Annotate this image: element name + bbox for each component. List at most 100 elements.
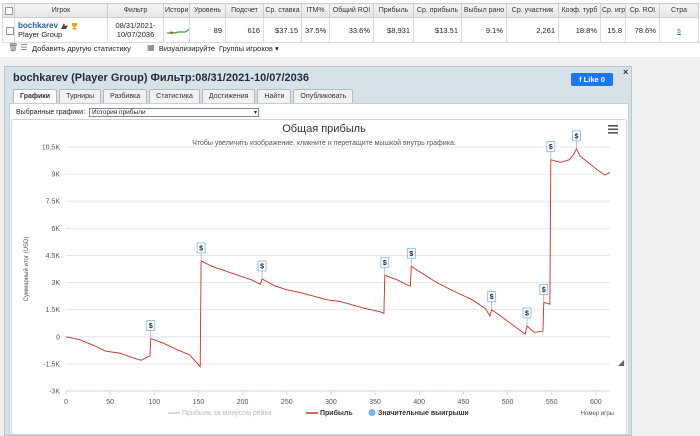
big-win-flag-label: $	[383, 260, 387, 267]
profit-chart[interactable]: -3K -1.5K 0 1.5K 3K 4.5K 6K 7.5K 9K 10.5K 0 50 100 1…	[12, 120, 626, 434]
big-win-flag-label: $	[199, 245, 203, 252]
y-axis-label: Суммарный итог (USD)	[23, 237, 30, 302]
shark-icon	[61, 22, 69, 29]
big-win-flag-label: $	[260, 263, 264, 270]
col-header-avg-field[interactable]: Ср. участник	[506, 3, 559, 18]
trash-icon[interactable]: 🗑	[8, 43, 19, 52]
visualize-link[interactable]: Визуализируйте	[158, 43, 215, 53]
chevron-down-icon: ▾	[254, 110, 258, 116]
y-tick-label: 6K	[51, 226, 60, 233]
level-value: 89	[189, 17, 226, 43]
visualize-icon[interactable]: ▦	[147, 43, 155, 52]
big-win-flag	[539, 284, 549, 295]
tab-breakdown[interactable]: Разбивка	[103, 89, 148, 103]
x-tick-label: 500	[502, 399, 514, 406]
tab-statistics[interactable]: Статистика	[149, 89, 200, 103]
profit-value: $8,931	[373, 17, 414, 43]
graph-selector: Выбранные графики: История прибыли ▾	[16, 108, 260, 117]
chevron-down-icon: ▾	[274, 43, 279, 53]
col-header-filter[interactable]: Фильтр	[107, 3, 164, 18]
player-panel: bochkarev (Player Group) Фильтр:08/31/20…	[4, 66, 632, 436]
chart-title: Общая прибыль	[282, 123, 366, 135]
stats-header-row: Игрок Фильтр Истори Уровень Подсчет Ср. …	[2, 3, 699, 18]
history-sparkline-cell[interactable]	[163, 17, 190, 43]
profit-series-line	[65, 147, 611, 368]
col-header-count[interactable]: Подсчет	[225, 3, 264, 18]
panel-tabs: Графики Турниры Разбивка Статистика Дост…	[13, 89, 354, 103]
big-win-flag-label: $	[574, 133, 578, 140]
avg-games-value: 15.8	[600, 17, 626, 43]
close-icon[interactable]: ×	[623, 67, 629, 77]
tab-achievements[interactable]: Достижения	[201, 89, 256, 103]
big-win-markers: $ $ $ $ $ $ $ $ $ $	[146, 130, 581, 339]
resize-handle-icon[interactable]: ◢	[618, 358, 625, 367]
add-stats-link[interactable]: Добавить другую статистику	[32, 43, 131, 53]
player-group-label: Player Group	[18, 30, 63, 39]
big-win-flag	[522, 307, 532, 319]
col-header-player[interactable]: Игрок	[14, 3, 108, 18]
col-header-avg-games[interactable]: Ср. игр	[600, 3, 626, 18]
like-label: Like 0	[583, 75, 605, 84]
itm-value: 37.5%	[301, 17, 330, 43]
chart-subtitle: Чтобы увеличить изображение, кликните и …	[192, 139, 456, 147]
facebook-like-button[interactable]: f Like 0	[571, 73, 613, 86]
y-axis-ticks: -3K -1.5K 0 1.5K 3K 4.5K 6K 7.5K 9K 10.5K	[42, 145, 61, 396]
tab-find[interactable]: Найти	[257, 89, 292, 103]
col-header-profit[interactable]: Прибыль	[373, 3, 414, 18]
y-tick-label: 7.5K	[46, 199, 61, 206]
stats-toolbar: 🗑 ☰ Добавить другую статистику ▦ Визуали…	[8, 42, 279, 54]
y-tick-label: 9K	[51, 172, 60, 179]
row-checkbox[interactable]	[2, 17, 15, 43]
add-stats-icon[interactable]: ☰	[20, 43, 28, 52]
x-tick-label: 0	[64, 399, 68, 406]
x-tick-label: 450	[458, 399, 470, 406]
col-header-history[interactable]: Истори	[163, 3, 190, 18]
col-header-level[interactable]: Уровень	[189, 3, 226, 18]
avg-stake-value: $37.15	[263, 17, 302, 43]
big-win-flag	[146, 320, 156, 331]
chart-series	[65, 147, 611, 368]
big-win-flag	[257, 260, 267, 272]
legend-item-profit: Прибыль	[320, 409, 353, 417]
col-header-avg-stake[interactable]: Ср. ставка	[263, 3, 302, 18]
big-win-flag	[546, 141, 556, 153]
big-win-flag	[406, 247, 416, 259]
chart-legend: Прибыль за минусом рейка Прибыль Значитель…	[168, 409, 469, 417]
y-tick-label: -3K	[49, 389, 60, 396]
chart-menu-icon[interactable]	[608, 125, 618, 134]
col-header-turbo[interactable]: Коэф. турб	[558, 3, 601, 18]
x-tick-label: 300	[325, 399, 337, 406]
tab-publish[interactable]: Опубликовать	[293, 89, 354, 103]
page-link[interactable]: s	[659, 17, 699, 43]
x-tick-label: 50	[106, 399, 114, 406]
avg-profit-value: $13.51	[413, 17, 462, 43]
col-header-early-out[interactable]: Выбыл рано	[461, 3, 507, 18]
player-name-link[interactable]: bochkarev	[18, 21, 59, 30]
col-header-page[interactable]: Стра	[659, 3, 699, 18]
col-header-avg-profit[interactable]: Ср. прибыль	[413, 3, 462, 18]
count-value: 616	[225, 17, 264, 43]
x-axis-label: Номер игры	[581, 411, 614, 417]
chart-grid	[66, 146, 610, 392]
col-header-total-roi[interactable]: Общий ROI	[329, 3, 374, 18]
chart-container[interactable]: -3K -1.5K 0 1.5K 3K 4.5K 6K 7.5K 9K 10.5K 0 50 100 1…	[11, 119, 627, 435]
big-win-flag-label: $	[149, 323, 153, 330]
turbo-coef-value: 18.8%	[558, 17, 601, 43]
big-win-flag-label: $	[549, 144, 553, 151]
big-win-flag	[196, 242, 206, 254]
big-win-flag-label: $	[409, 251, 413, 258]
total-roi-value: 33.6%	[329, 17, 374, 43]
select-all-checkbox[interactable]	[2, 3, 15, 18]
panel-title: bochkarev (Player Group) Фильтр:08/31/20…	[13, 72, 310, 84]
big-win-flag-label: $	[525, 310, 529, 317]
col-header-avg-roi[interactable]: Ср. ROI	[625, 3, 660, 18]
legend-swatch-big-wins	[368, 409, 376, 416]
tab-tournaments[interactable]: Турниры	[59, 89, 102, 103]
graph-select[interactable]: История прибыли ▾	[89, 108, 260, 117]
y-tick-label: 0	[56, 334, 60, 341]
big-win-flag	[380, 256, 390, 268]
col-header-itm[interactable]: ITM%	[301, 3, 330, 18]
facebook-icon: f	[579, 75, 582, 84]
tab-charts[interactable]: Графики	[13, 89, 58, 103]
player-groups-dropdown[interactable]: Группы игроков ▾	[219, 44, 279, 53]
